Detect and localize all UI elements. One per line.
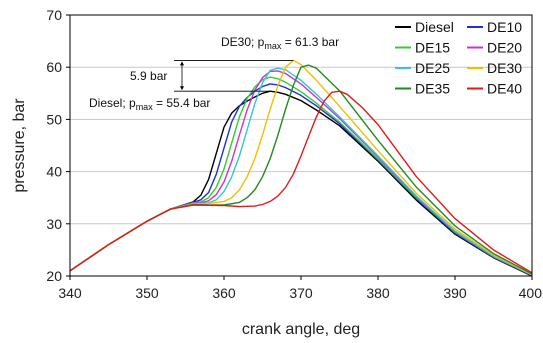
x-tick-label: 350 [135,285,159,301]
x-tick-label: 360 [212,285,236,301]
x-axis-title: crank angle, deg [242,321,360,338]
axis-ticks: 20 30 40 50 60 70 340 350 360 370 380 390 400 [46,7,542,301]
series-line-de40 [69,90,533,274]
legend-label-de25: DE25 [415,60,450,76]
y-tick-label: 70 [46,7,62,23]
pressure-difference-label: 5.9 bar [130,69,167,83]
series-line-de35 [69,64,533,275]
de30-pmax-prefix: DE30; p [221,35,265,49]
x-tick-label: 370 [289,285,313,301]
legend-label-de30: DE30 [487,60,522,76]
y-tick-label: 60 [46,59,62,75]
series-lines [69,59,533,277]
gridlines [70,66,532,225]
de30-pmax-subscript: max [264,41,282,51]
de30-pmax-value: = 61.3 bar [281,35,339,49]
diesel-pmax-label: Diesel; pmax = 55.4 bar [89,96,210,112]
legend-label-de15: DE15 [415,40,450,56]
y-tick-label: 30 [46,216,62,232]
legend-label-de40: DE40 [487,81,522,97]
x-tick-label: 400 [519,285,543,301]
diesel-pmax-value: = 55.4 bar [153,96,211,110]
legend-label-diesel: Diesel [415,19,454,35]
series-line-de10 [69,83,533,277]
y-tick-label: 20 [46,268,62,284]
y-axis-title: pressure, bar [11,98,28,193]
legend-label-de10: DE10 [487,19,522,35]
x-tick-label: 390 [443,285,467,301]
legend: Diesel DE10 DE15 DE20 DE25 DE30 DE35 DE40 [395,19,522,97]
legend-label-de35: DE35 [415,81,450,97]
de30-pmax-label: DE30; pmax = 61.3 bar [221,35,339,51]
diesel-pmax-subscript: max [136,102,154,112]
peak-annotations: 5.9 bar DE30; pmax = 61.3 bar Diesel; pm… [89,35,339,112]
legend-label-de20: DE20 [487,40,522,56]
y-tick-label: 40 [46,164,62,180]
x-tick-label: 380 [366,285,390,301]
y-tick-label: 50 [46,111,62,127]
x-tick-label: 340 [58,285,82,301]
diesel-pmax-prefix: Diesel; p [89,96,136,110]
